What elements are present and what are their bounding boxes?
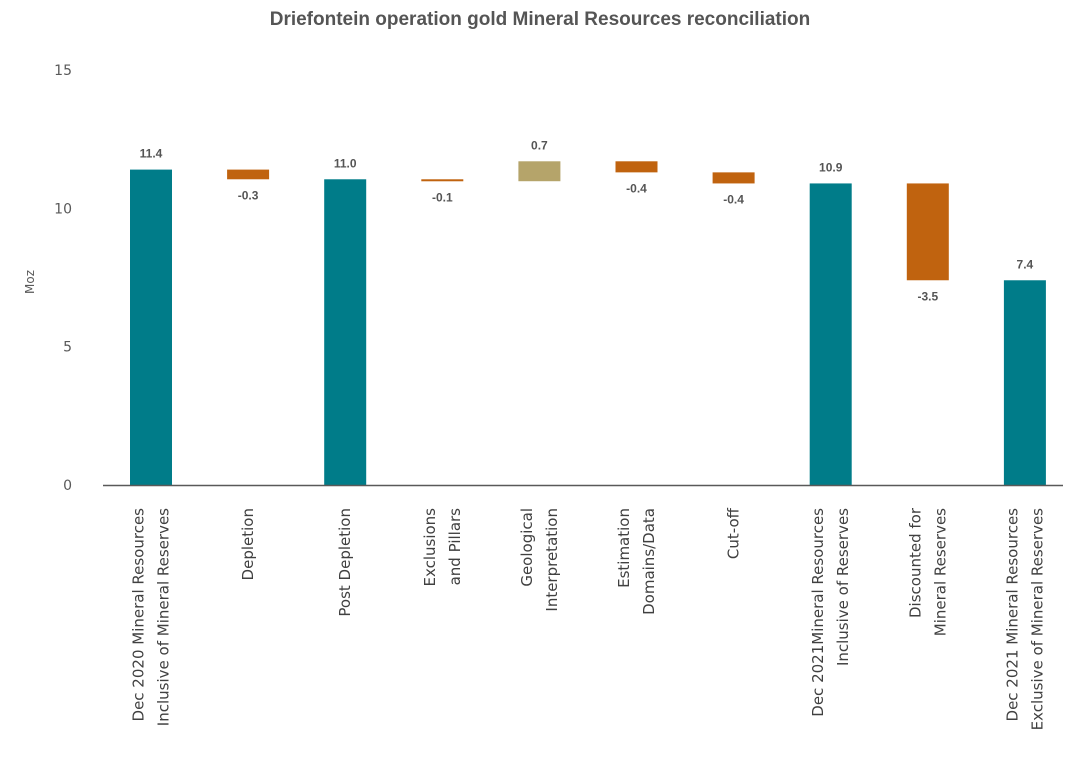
- bars: [130, 161, 1046, 486]
- data-label: 11.0: [334, 156, 357, 170]
- x-tick-label: Dec 2020 Mineral Resources Inclusive of M…: [130, 508, 173, 726]
- x-tick-label-line: Discounted for: [906, 507, 924, 618]
- decrease-bar: [421, 179, 464, 182]
- y-tick-label: 10: [54, 201, 72, 217]
- decrease-bar: [712, 172, 755, 184]
- y-tick-label: 5: [63, 340, 72, 356]
- x-tick-label: Estimation Domains/Data: [615, 508, 658, 615]
- x-tick-label: Geological Interpretation: [518, 508, 561, 612]
- total-bar: [130, 169, 172, 485]
- decrease-bar: [615, 161, 658, 173]
- x-tick-label-line: Dec 2021Mineral Resources: [809, 508, 827, 717]
- data-label: -3.5: [917, 289, 938, 303]
- x-tick-label-line: Dec 2020 Mineral Resources: [130, 508, 148, 722]
- total-bar: [324, 179, 367, 486]
- total-bar: [1003, 280, 1046, 485]
- x-tick-label: Dec 2021Mineral Resources Inclusive of Re…: [809, 508, 852, 717]
- x-tick-label: Discounted for Mineral Reserves: [906, 507, 949, 636]
- x-tick-label: Depletion: [239, 508, 257, 580]
- x-tick-label: Dec 2021 Mineral Resources Exclusive of M…: [1003, 508, 1046, 731]
- x-tick-label-line: Post Depletion: [336, 508, 354, 617]
- x-tick-label-line: Dec 2021 Mineral Resources: [1003, 508, 1021, 722]
- chart-title: Driefontein operation gold Mineral Resou…: [270, 9, 811, 30]
- x-tick-label-line: Exclusive of Mineral Reserves: [1028, 508, 1046, 731]
- x-tick-label-line: Cut-off: [725, 507, 743, 559]
- x-tick-label: Exclusions and Pillars: [421, 508, 464, 587]
- x-tick-label-line: Inclusive of Mineral Reserves: [155, 508, 173, 726]
- x-tick-label: Cut-off: [725, 507, 743, 559]
- y-axis: 0 5 10 15: [54, 63, 72, 494]
- x-tick-label-line: Interpretation: [543, 508, 561, 612]
- x-tick-label-line: Depletion: [239, 508, 257, 580]
- data-label: 10.9: [819, 160, 843, 174]
- y-axis-label: Moz: [23, 270, 37, 294]
- data-label: 11.4: [140, 147, 163, 161]
- data-label: -0.1: [432, 190, 453, 204]
- x-tick-label-line: and Pillars: [446, 508, 464, 586]
- decrease-bar: [227, 169, 270, 180]
- decrease-bar: [906, 183, 949, 281]
- y-tick-label: 15: [54, 63, 72, 79]
- x-tick-label: Post Depletion: [336, 508, 354, 617]
- total-bar: [809, 183, 852, 485]
- y-tick-label: 0: [63, 478, 72, 494]
- data-label: 7.4: [1017, 257, 1034, 271]
- x-tick-label-line: Estimation: [615, 508, 633, 588]
- x-axis-tick-labels: Dec 2020 Mineral Resources Inclusive of M…: [130, 507, 1047, 730]
- data-labels: 11.4 -0.3 11.0 -0.1 0.7 -0.4 -0.4 10.9 -3.5 7.4: [140, 138, 1034, 303]
- x-tick-label-line: Geological: [518, 508, 536, 587]
- data-label: -0.3: [238, 188, 259, 202]
- data-label: -0.4: [626, 181, 647, 195]
- increase-bar: [518, 161, 561, 182]
- x-tick-label-line: Mineral Reserves: [931, 508, 949, 636]
- x-tick-label-line: Domains/Data: [640, 508, 658, 615]
- x-tick-label-line: Exclusions: [421, 508, 439, 587]
- x-tick-label-line: Inclusive of Reserves: [834, 508, 852, 666]
- data-label: -0.4: [723, 192, 744, 206]
- data-label: 0.7: [531, 138, 548, 152]
